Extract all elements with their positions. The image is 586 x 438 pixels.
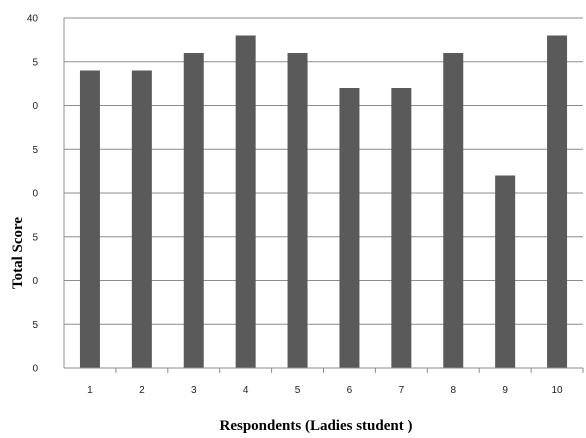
bar [131,70,152,368]
y-axis-title: Total Score [10,217,26,289]
y-tick-label: 0 [32,101,38,112]
x-tick-label: 5 [295,385,301,396]
bar [339,88,360,368]
y-tick-label: 5 [32,145,38,156]
bar [391,88,412,368]
x-tick-label: 1 [87,385,93,396]
bar [183,53,204,368]
x-tick-labels: 1 2 3 4 5 6 7 8 9 10 [87,385,563,396]
y-tick-label: 0 [32,276,38,287]
y-tick-label: 0 [32,364,38,375]
bar [79,70,100,368]
bar [287,53,308,368]
x-axis-title: Respondents (Ladies student ) [220,418,413,434]
bar [443,53,464,368]
bar [495,175,516,368]
y-tick-label: 5 [32,320,38,331]
axes [63,18,584,373]
x-tick-label: 7 [399,385,405,396]
x-tick-label: 4 [243,385,249,396]
x-tick-label: 10 [551,385,563,396]
x-tick-label: 8 [450,385,456,396]
y-tick-label: 0 [32,189,38,200]
y-tick-labels: 0 5 0 5 0 5 0 5 40 [27,14,39,375]
bars [79,35,568,368]
x-tick-label: 9 [502,385,508,396]
x-tick-label: 6 [347,385,353,396]
bar [547,35,568,368]
y-tick-label: 40 [27,14,39,25]
x-tick-label: 3 [191,385,197,396]
y-tick-label: 5 [32,57,38,68]
y-tick-label: 5 [32,232,38,243]
bar [235,35,256,368]
x-tick-label: 2 [139,385,145,396]
